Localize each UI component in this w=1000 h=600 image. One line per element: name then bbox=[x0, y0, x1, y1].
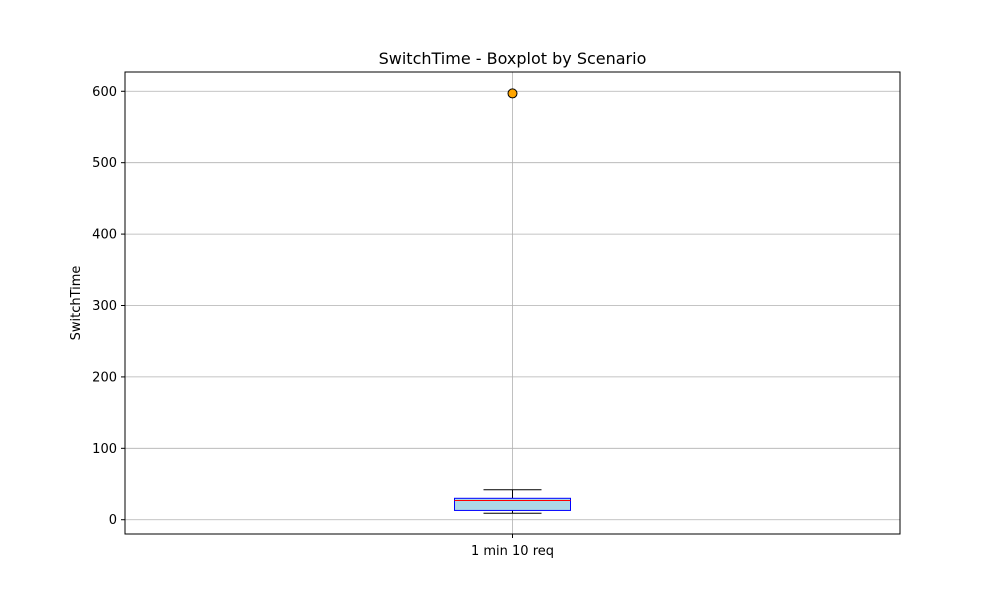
y-tick-label: 200 bbox=[92, 370, 117, 385]
grid-layer bbox=[125, 72, 900, 534]
outlier-point bbox=[507, 88, 518, 99]
y-tick-label: 500 bbox=[92, 156, 117, 171]
y-tick-label: 300 bbox=[92, 299, 117, 314]
y-tick-label: 400 bbox=[92, 228, 117, 243]
x-tick-label: 1 min 10 req bbox=[471, 544, 554, 559]
y-tick-label: 100 bbox=[92, 442, 117, 457]
box-layer bbox=[454, 88, 571, 514]
y-tick-label: 600 bbox=[92, 85, 117, 100]
y-tick-label: 0 bbox=[109, 513, 117, 528]
tick-layer: 0 100 200 300 400 500 600 1 min 10 req bbox=[92, 85, 554, 559]
y-axis-label: SwitchTime bbox=[69, 266, 84, 341]
chart-title: SwitchTime - Boxplot by Scenario bbox=[379, 49, 647, 68]
box-iqr bbox=[454, 497, 571, 511]
